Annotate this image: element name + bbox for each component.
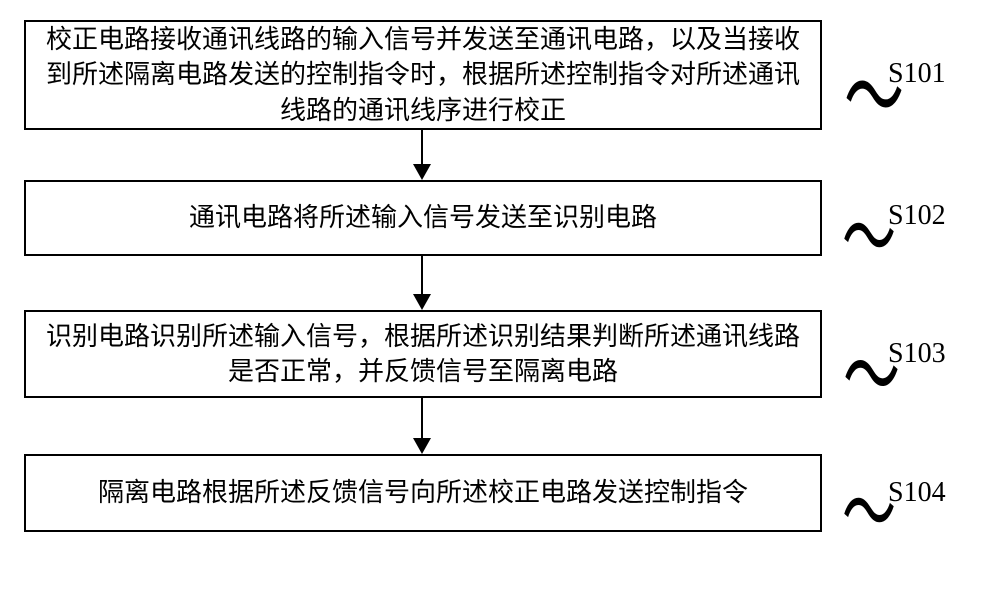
arrow-head xyxy=(413,164,431,180)
step-text: 识别电路识别所述输入信号，根据所述识别结果判断所述通讯线路是否正常，并反馈信号至… xyxy=(36,319,810,389)
arrow-head xyxy=(413,438,431,454)
step-text: 隔离电路根据所述反馈信号向所述校正电路发送控制指令 xyxy=(98,475,748,510)
step-box-s101: 校正电路接收通讯线路的输入信号并发送至通讯电路，以及当接收到所述隔离电路发送的控… xyxy=(24,20,822,130)
step-label-s103: S103 xyxy=(888,338,946,370)
arrow-line xyxy=(421,256,423,296)
step-label-s101: S101 xyxy=(888,58,946,90)
step-box-s104: 隔离电路根据所述反馈信号向所述校正电路发送控制指令 xyxy=(24,454,822,532)
arrow-head xyxy=(413,294,431,310)
flowchart-canvas: 校正电路接收通讯线路的输入信号并发送至通讯电路，以及当接收到所述隔离电路发送的控… xyxy=(0,0,1000,598)
step-label-s102: S102 xyxy=(888,200,946,232)
step-label-s104: S104 xyxy=(888,477,946,509)
step-box-s102: 通讯电路将所述输入信号发送至识别电路 xyxy=(24,180,822,256)
arrow-line xyxy=(421,398,423,440)
step-text: 校正电路接收通讯线路的输入信号并发送至通讯电路，以及当接收到所述隔离电路发送的控… xyxy=(36,22,810,127)
step-box-s103: 识别电路识别所述输入信号，根据所述识别结果判断所述通讯线路是否正常，并反馈信号至… xyxy=(24,310,822,398)
arrow-line xyxy=(421,130,423,166)
step-text: 通讯电路将所述输入信号发送至识别电路 xyxy=(189,200,657,235)
